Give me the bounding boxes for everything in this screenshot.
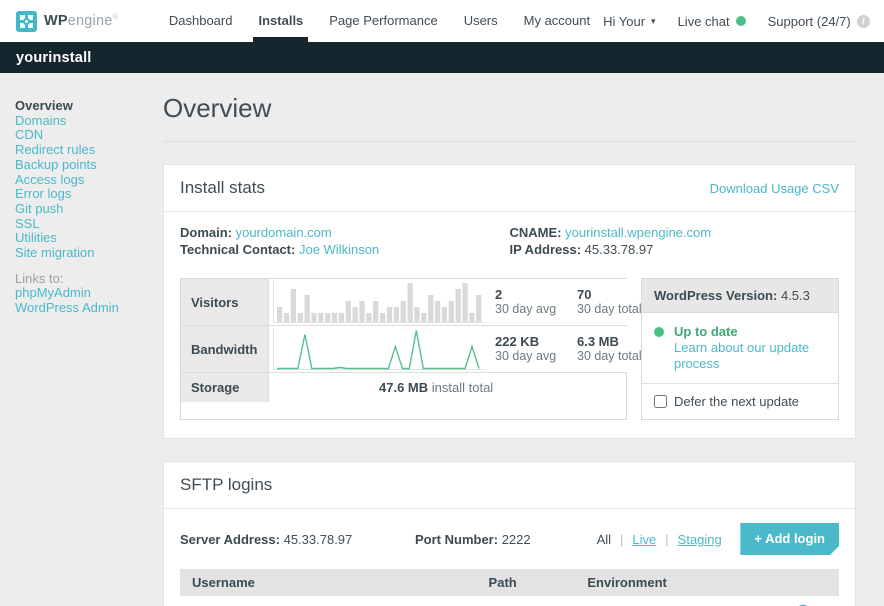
nav-item-my-account[interactable]: My account xyxy=(523,13,591,28)
update-process-link[interactable]: Learn about our update process xyxy=(674,340,810,371)
visitors-avg-value: 2 xyxy=(495,287,503,302)
install-info: Domain: yourdomain.com Technical Contact… xyxy=(164,212,855,268)
column-header-environment: Environment xyxy=(575,569,767,596)
wordpress-version-label: WordPress Version: xyxy=(654,288,778,303)
bandwidth-line-chart xyxy=(273,326,485,372)
sidebar-item-access-logs[interactable]: Access logs xyxy=(15,171,85,187)
defer-update-label[interactable]: Defer the next update xyxy=(674,394,800,409)
wordpress-version-value: 4.5.3 xyxy=(780,288,810,303)
chevron-down-icon: ▾ xyxy=(651,15,656,26)
ip-address-value: 45.33.78.97 xyxy=(584,242,654,257)
server-address-value: 45.33.78.97 xyxy=(283,531,353,547)
sidebar-item-ssl[interactable]: SSL xyxy=(15,215,40,231)
wordpress-version-panel: WordPress Version: 4.5.3 Up to date Lear… xyxy=(641,278,839,420)
environment-filters: All | Live | Staging xyxy=(596,531,722,547)
sidebar-item-backup-points[interactable]: Backup points xyxy=(15,156,97,172)
sftp-logins-card: SFTP logins Server Address: 45.33.78.97 … xyxy=(163,461,856,606)
live-chat-status-icon xyxy=(735,16,746,26)
sidebar-link-phpmyadmin[interactable]: phpMyAdmin xyxy=(15,285,91,301)
port-number-value: 2222 xyxy=(501,531,531,547)
sidebar-link-wordpress-admin[interactable]: WordPress Admin xyxy=(15,300,119,316)
usage-stats-table: Visitors 2 30 day avg 70 30 day total xyxy=(180,278,642,420)
ip-address-label: IP Address: xyxy=(509,242,582,257)
storage-value: 47.6 MB xyxy=(379,380,429,395)
install-stats-card: Install stats Download Usage CSV Domain:… xyxy=(163,164,856,439)
sidebar-item-cdn[interactable]: CDN xyxy=(15,127,44,143)
sftp-logins-table: Username Path Environment yourinstall Li… xyxy=(180,569,839,606)
technical-contact-link[interactable]: Joe Wilkinson xyxy=(298,242,380,257)
live-chat-button[interactable]: Live chat xyxy=(678,14,746,29)
visitors-total-caption: 30 day total xyxy=(577,302,642,316)
storage-caption: install total xyxy=(431,380,494,395)
bandwidth-total-caption: 30 day total xyxy=(577,349,642,363)
filter-all[interactable]: All xyxy=(596,531,612,547)
top-navigation-bar: WPengine® Dashboard Installs Page Perfor… xyxy=(0,0,884,42)
live-chat-label: Live chat xyxy=(677,13,730,29)
primary-nav: Dashboard Installs Page Performance User… xyxy=(156,0,603,42)
storage-row: Storage 47.6 MB install total xyxy=(181,373,626,402)
nav-item-dashboard[interactable]: Dashboard xyxy=(168,13,233,28)
wpengine-logo-text: WPengine® xyxy=(44,13,118,29)
support-label: Support (24/7) xyxy=(767,13,851,29)
column-header-username: Username xyxy=(180,569,477,596)
install-stats-title: Install stats xyxy=(180,178,266,197)
sidebar: Overview Domains CDN Redirect rules Back… xyxy=(0,73,149,606)
visitors-bar-chart xyxy=(273,279,485,325)
visitors-label: Visitors xyxy=(181,279,269,325)
nav-item-installs[interactable]: Installs xyxy=(245,0,316,42)
storage-label: Storage xyxy=(181,373,269,402)
install-name: yourinstall xyxy=(16,49,92,66)
domain-link[interactable]: yourdomain.com xyxy=(235,225,332,240)
install-name-bar: yourinstall xyxy=(0,42,884,73)
defer-update-checkbox[interactable] xyxy=(654,395,667,408)
column-header-path: Path xyxy=(476,569,576,596)
user-menu[interactable]: Hi Your ▾ xyxy=(603,14,655,29)
cname-link[interactable]: yourinstall.wpengine.com xyxy=(565,225,712,240)
sidebar-item-domains[interactable]: Domains xyxy=(15,112,67,128)
download-usage-csv-link[interactable]: Download Usage CSV xyxy=(709,180,839,196)
sftp-path-value xyxy=(477,596,576,606)
update-status: Up to date xyxy=(674,324,738,339)
sidebar-item-utilities[interactable]: Utilities xyxy=(15,230,57,246)
bandwidth-row: Bandwidth 222 KB 30 day avg 6.3 MB 30 da… xyxy=(181,326,642,373)
wpengine-logo[interactable]: WPengine® xyxy=(16,10,118,32)
login-action-icon[interactable] xyxy=(796,604,810,606)
visitors-row: Visitors 2 30 day avg 70 30 day total xyxy=(181,279,642,326)
top-nav-right: Hi Your ▾ Live chat Support (24/7) i xyxy=(603,14,870,29)
add-login-button[interactable]: + Add login xyxy=(740,523,839,555)
main-content: Overview Install stats Download Usage CS… xyxy=(149,73,884,606)
bandwidth-avg-value: 222 KB xyxy=(495,334,540,349)
sidebar-item-site-migration[interactable]: Site migration xyxy=(15,245,95,261)
cname-label: CNAME: xyxy=(509,225,562,240)
bandwidth-label: Bandwidth xyxy=(181,326,269,372)
bandwidth-avg-caption: 30 day avg xyxy=(495,349,557,363)
nav-item-users[interactable]: Users xyxy=(463,13,498,28)
sftp-logins-title: SFTP logins xyxy=(180,475,273,494)
support-button[interactable]: Support (24/7) i xyxy=(768,14,870,29)
up-to-date-status-icon xyxy=(654,327,664,337)
sidebar-item-redirect-rules[interactable]: Redirect rules xyxy=(15,142,96,158)
bandwidth-total-value: 6.3 MB xyxy=(577,334,619,349)
technical-contact-label: Technical Contact: xyxy=(180,242,296,257)
page-title: Overview xyxy=(163,93,272,123)
server-address-label: Server Address: xyxy=(180,531,280,547)
links-to-label: Links to: xyxy=(15,270,64,286)
user-greeting: Hi Your xyxy=(603,13,646,29)
sidebar-item-error-logs[interactable]: Error logs xyxy=(15,186,72,202)
table-row: yourinstall Live xyxy=(180,596,839,606)
filter-staging[interactable]: Staging xyxy=(677,531,722,547)
filter-live[interactable]: Live xyxy=(632,531,657,547)
sidebar-item-git-push[interactable]: Git push xyxy=(15,200,64,216)
info-icon: i xyxy=(856,14,870,28)
sftp-info-row: Server Address: 45.33.78.97 Port Number:… xyxy=(164,509,855,569)
visitors-total-value: 70 xyxy=(577,287,592,302)
port-number-label: Port Number: xyxy=(415,531,499,547)
domain-label: Domain: xyxy=(180,225,232,240)
nav-item-page-performance[interactable]: Page Performance xyxy=(329,13,438,28)
visitors-avg-caption: 30 day avg xyxy=(495,302,557,316)
wpengine-logo-icon xyxy=(16,10,37,32)
sidebar-item-overview[interactable]: Overview xyxy=(15,98,73,113)
